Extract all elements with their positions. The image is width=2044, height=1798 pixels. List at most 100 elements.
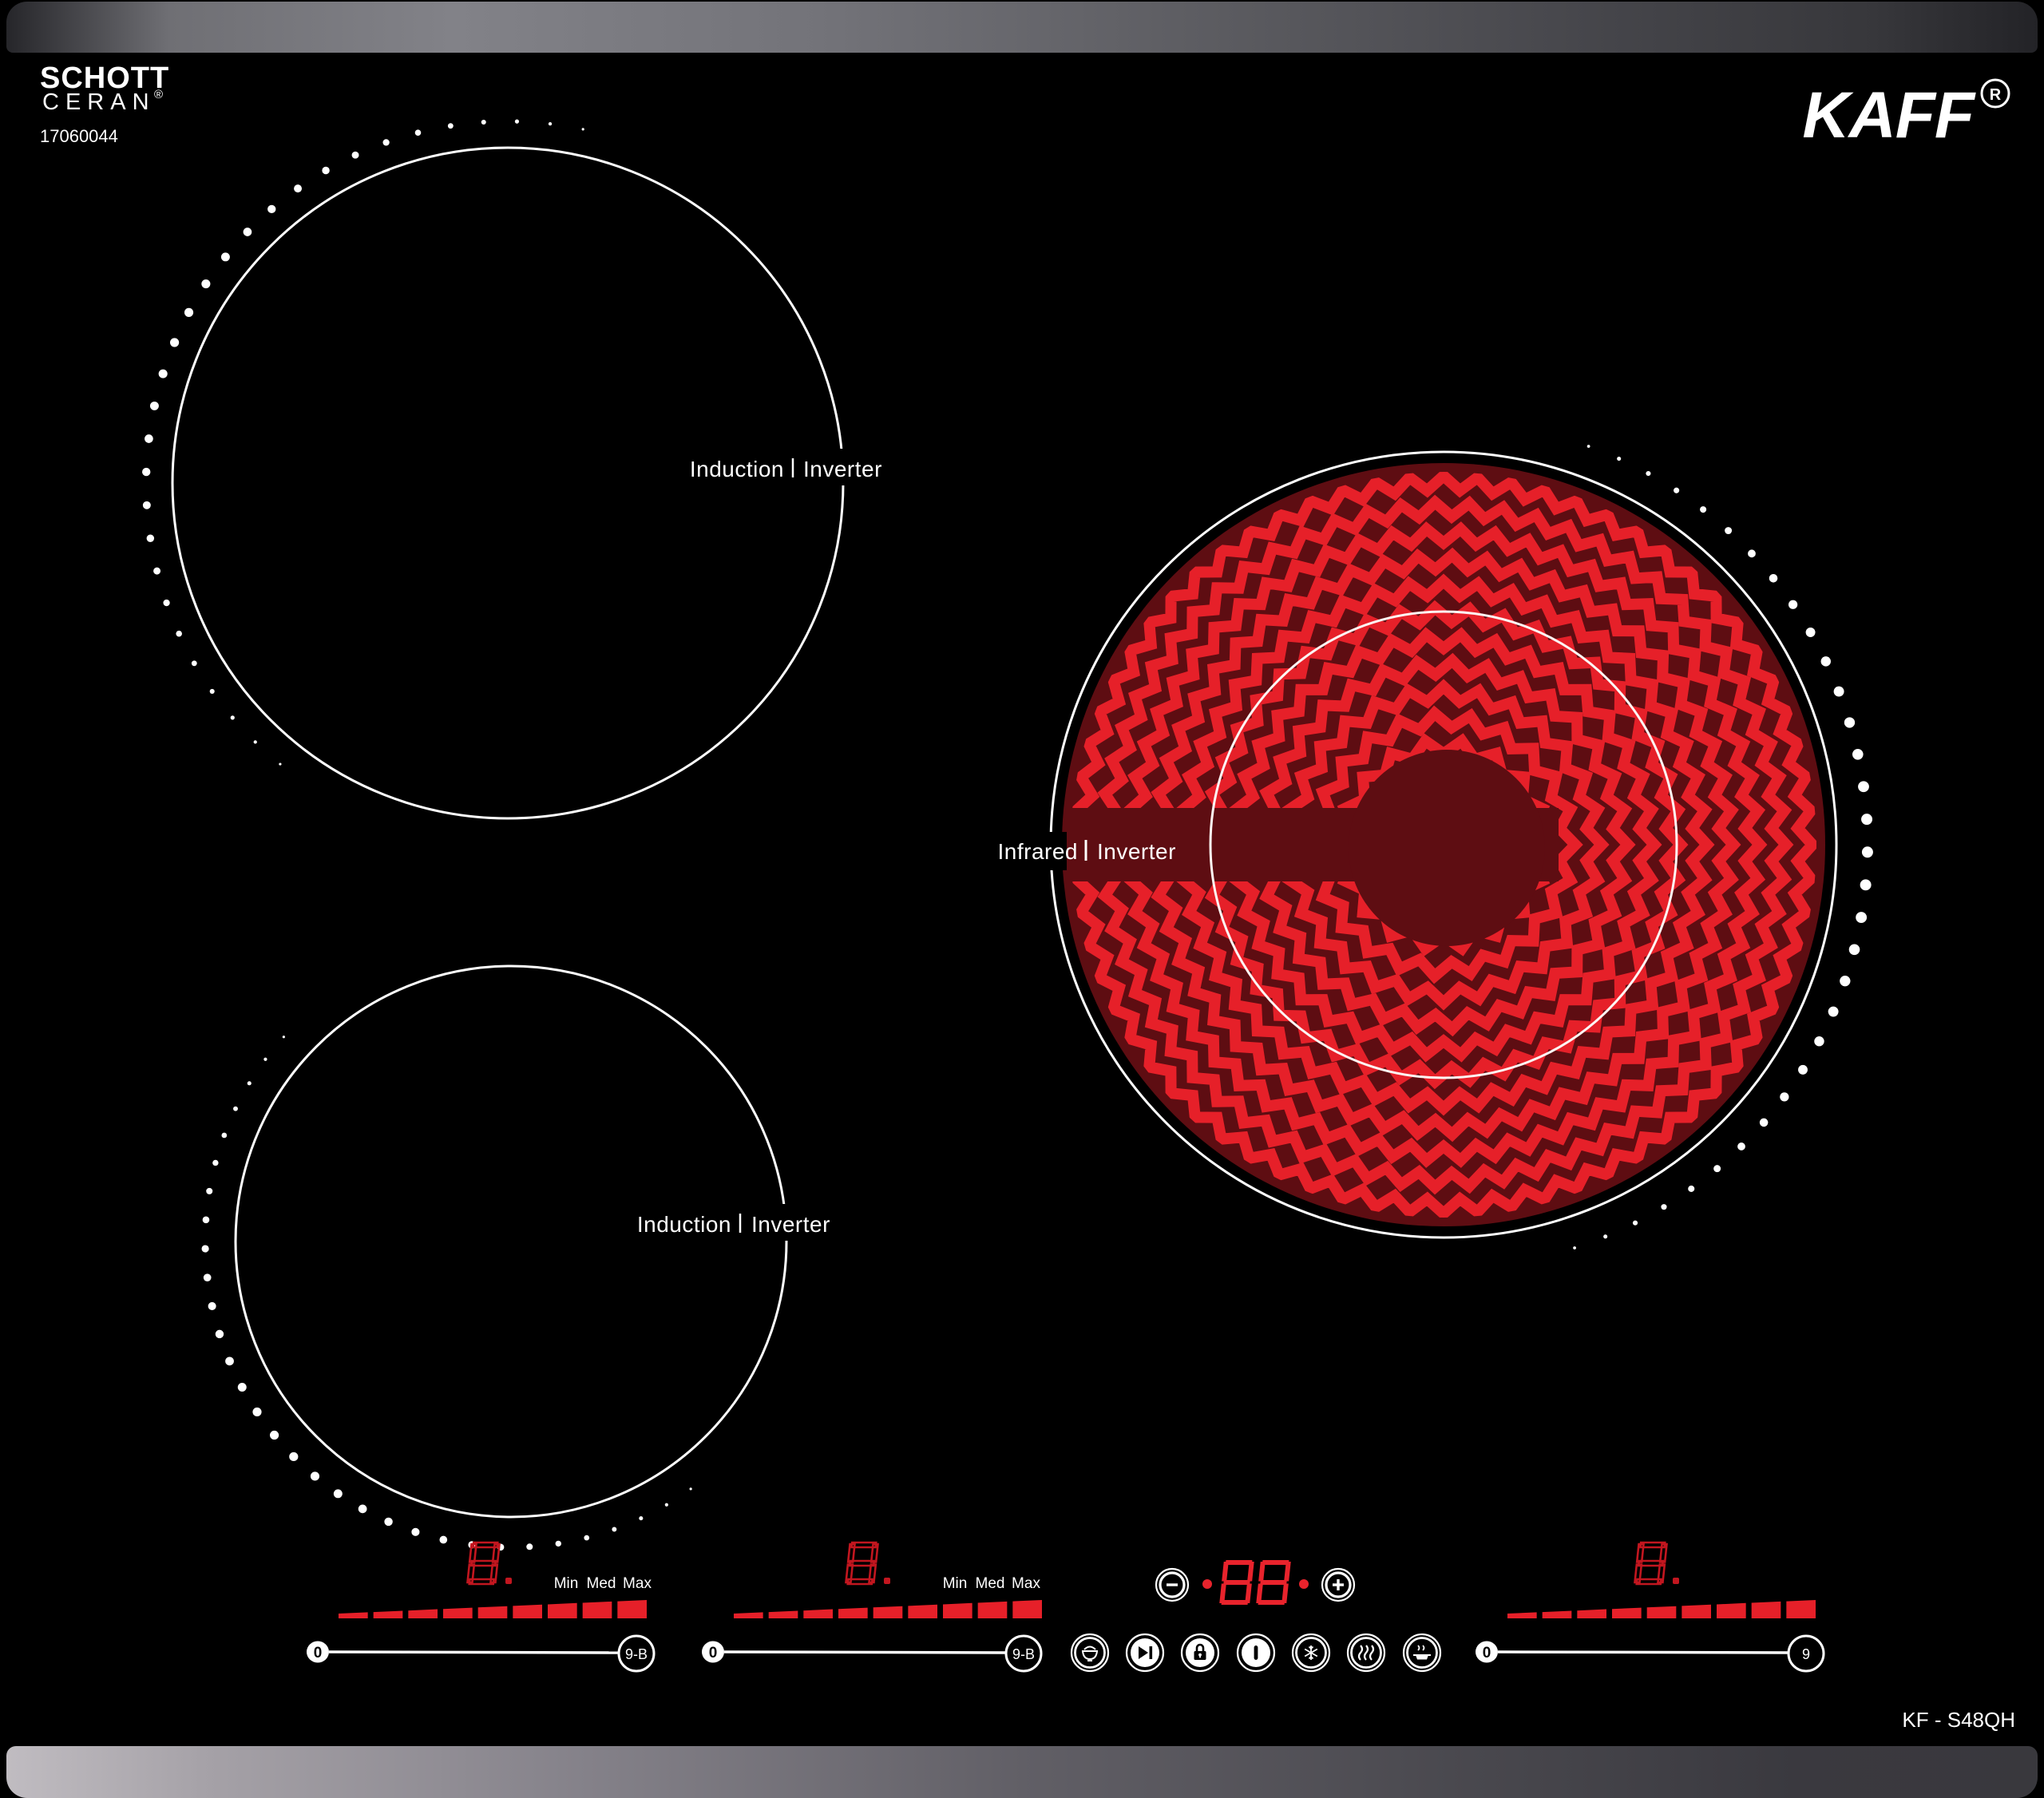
power-ramp-segment[interactable] — [838, 1607, 868, 1618]
power-ramp-segment[interactable] — [1682, 1604, 1711, 1618]
med-label: Med — [976, 1575, 1005, 1592]
power-display-zone3 — [1634, 1541, 1679, 1586]
kaff-text: KAFF — [1802, 79, 1976, 152]
power-ramp-segment[interactable] — [408, 1609, 438, 1619]
power-ramp-segment[interactable] — [873, 1606, 903, 1618]
zone-infrared-dot-arc — [1573, 445, 1873, 1249]
power-scale-labels-zone1: Min Med Max — [554, 1575, 652, 1592]
power-ramp-segment[interactable] — [943, 1602, 972, 1618]
power-ramp-segment[interactable] — [582, 1601, 612, 1618]
timer-left-dot — [1202, 1579, 1212, 1589]
warm-pan-button[interactable] — [1402, 1633, 1442, 1673]
power-ramp-segment[interactable] — [339, 1612, 368, 1618]
zone-bottom-left-dot-arc — [201, 1036, 692, 1551]
pause-button[interactable] — [1125, 1633, 1165, 1673]
power-ramp-segment[interactable] — [1542, 1610, 1572, 1619]
schott-ceran-logo: SCHOTT CERAN ® 17060044 — [40, 61, 169, 146]
power-ramp-zone3[interactable] — [1507, 1600, 1816, 1618]
slider-max-button[interactable] — [617, 1634, 656, 1673]
zone-type-label: Induction — [690, 457, 784, 481]
zone-label-top-left: Induction Inverter — [690, 457, 882, 481]
power-ramp-zone1[interactable] — [339, 1600, 647, 1618]
slider-zero-button[interactable] — [702, 1641, 724, 1663]
power-ramp-segment[interactable] — [1612, 1607, 1642, 1618]
zone-type-label: Infrared — [998, 839, 1079, 864]
power-ramp-segment[interactable] — [734, 1612, 763, 1618]
power-ramp-segment[interactable] — [1786, 1600, 1816, 1618]
registered-circle-icon — [1980, 78, 2010, 109]
slider-max-label: 9 — [1802, 1646, 1810, 1662]
power-ramp-segment[interactable] — [373, 1610, 403, 1619]
power-ramp-segment[interactable] — [908, 1604, 937, 1618]
slider-track[interactable] — [328, 1650, 621, 1654]
max-label: Max — [623, 1575, 652, 1592]
power-ramp-segment[interactable] — [548, 1602, 577, 1618]
child-lock-button[interactable] — [1180, 1633, 1220, 1673]
infrared-zone-inner-ring — [1209, 610, 1678, 1079]
infrared-heater-pattern — [1062, 463, 1825, 1226]
slider-track[interactable] — [1497, 1650, 1791, 1654]
timer-display — [1219, 1560, 1291, 1605]
defrost-icon — [1304, 1646, 1318, 1660]
med-label: Med — [587, 1575, 616, 1592]
zone-top-left-dot-arc — [142, 119, 584, 766]
model-number: KF - S48QH — [1902, 1708, 2015, 1732]
power-slider-zone1[interactable]: 0 9-B — [307, 1634, 656, 1673]
kaff-registered-r: R — [1990, 86, 2002, 104]
power-ramp-segment[interactable] — [1717, 1602, 1746, 1618]
power-ramp-zone2[interactable] — [734, 1600, 1042, 1618]
power-slider-zone3[interactable]: 0 9 — [1476, 1634, 1825, 1673]
rice-cooking-icon — [1081, 1646, 1099, 1661]
power-ramp-segment[interactable] — [1646, 1606, 1677, 1618]
slider-max-button[interactable] — [1004, 1634, 1043, 1673]
pause-icon — [1139, 1646, 1153, 1659]
slider-max-button[interactable] — [1787, 1634, 1825, 1673]
child-lock-icon — [1194, 1643, 1206, 1660]
timer-right-dot — [1299, 1579, 1309, 1589]
defrost-button[interactable] — [1291, 1633, 1331, 1673]
power-ramp-segment[interactable] — [1507, 1612, 1537, 1618]
power-icon — [1254, 1646, 1258, 1660]
power-display-zone1 — [466, 1541, 512, 1586]
power-ramp-segment[interactable] — [768, 1610, 798, 1619]
min-label: Min — [554, 1575, 579, 1592]
power-ramp-segment[interactable] — [977, 1601, 1008, 1618]
label-backdrop — [1011, 832, 1067, 870]
slider-track[interactable] — [723, 1650, 1008, 1654]
power-slider-zone2[interactable]: 0 9-B — [702, 1634, 1043, 1673]
slider-zero-label: 0 — [1483, 1645, 1491, 1661]
zone-type-label: Induction — [637, 1212, 731, 1237]
bottom-steel-trim — [6, 1746, 2038, 1798]
keep-warm-icon — [1357, 1645, 1375, 1661]
timer-minus-button[interactable] — [1155, 1567, 1190, 1602]
zone-tech-label: Inverter — [1097, 839, 1176, 864]
power-ramp-segment[interactable] — [617, 1600, 647, 1618]
power-ramp-segment[interactable] — [477, 1606, 508, 1618]
zone-tech-label: Inverter — [803, 457, 882, 481]
max-label: Max — [1012, 1575, 1040, 1592]
zone-label-infrared: Infrared Inverter — [998, 839, 1176, 864]
slider-zero-button[interactable] — [307, 1641, 329, 1663]
zone-label-bottom-left: Induction Inverter — [637, 1212, 830, 1237]
power-display-zone2 — [845, 1541, 890, 1586]
slider-zero-button[interactable] — [1476, 1641, 1498, 1663]
power-ramp-segment[interactable] — [1751, 1601, 1781, 1618]
power-ramp-segment[interactable] — [443, 1607, 473, 1618]
keep-warm-button[interactable] — [1346, 1633, 1386, 1673]
serial-number: 17060044 — [40, 126, 118, 146]
slider-max-label: 9-B — [625, 1646, 648, 1662]
ceran-text: CERAN — [42, 89, 156, 115]
power-ramp-segment[interactable] — [1012, 1600, 1042, 1618]
label-backdrop — [690, 449, 878, 485]
power-ramp-segment[interactable] — [803, 1609, 833, 1619]
schott-text: SCHOTT — [40, 61, 169, 95]
power-ramp-segment[interactable] — [513, 1604, 542, 1618]
timer-plus-button[interactable] — [1321, 1567, 1356, 1602]
mode-buttons-row — [1070, 1633, 1442, 1673]
slider-max-label: 9-B — [1012, 1646, 1035, 1662]
power-button[interactable] — [1236, 1633, 1276, 1673]
power-ramp-segment[interactable] — [1577, 1609, 1606, 1619]
rice-cooking-button[interactable] — [1070, 1633, 1110, 1673]
power-scale-labels-zone2: Min Med Max — [943, 1575, 1041, 1592]
